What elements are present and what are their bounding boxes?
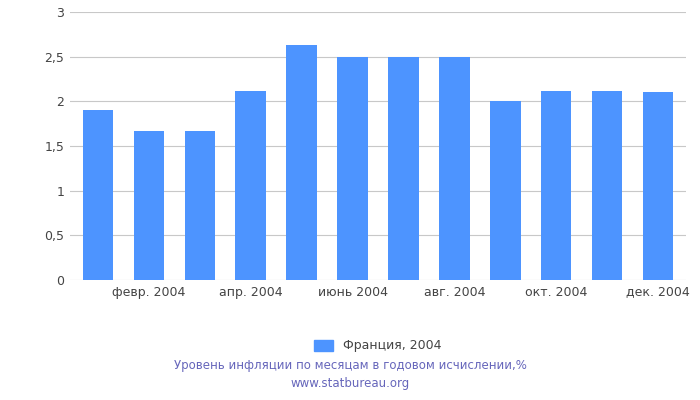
Bar [389, 57, 419, 280]
Bar [185, 131, 215, 280]
Text: www.statbureau.org: www.statbureau.org [290, 378, 410, 390]
Legend: Франция, 2004: Франция, 2004 [309, 334, 447, 358]
Bar [439, 57, 470, 280]
Bar [643, 92, 673, 280]
Bar [490, 101, 521, 280]
Bar [592, 91, 622, 280]
Bar [337, 57, 368, 280]
Bar [286, 45, 317, 280]
Bar [134, 131, 164, 280]
Text: Уровень инфляции по месяцам в годовом исчислении,%: Уровень инфляции по месяцам в годовом ис… [174, 360, 526, 372]
Bar [83, 110, 113, 280]
Bar [235, 91, 266, 280]
Bar [541, 91, 571, 280]
